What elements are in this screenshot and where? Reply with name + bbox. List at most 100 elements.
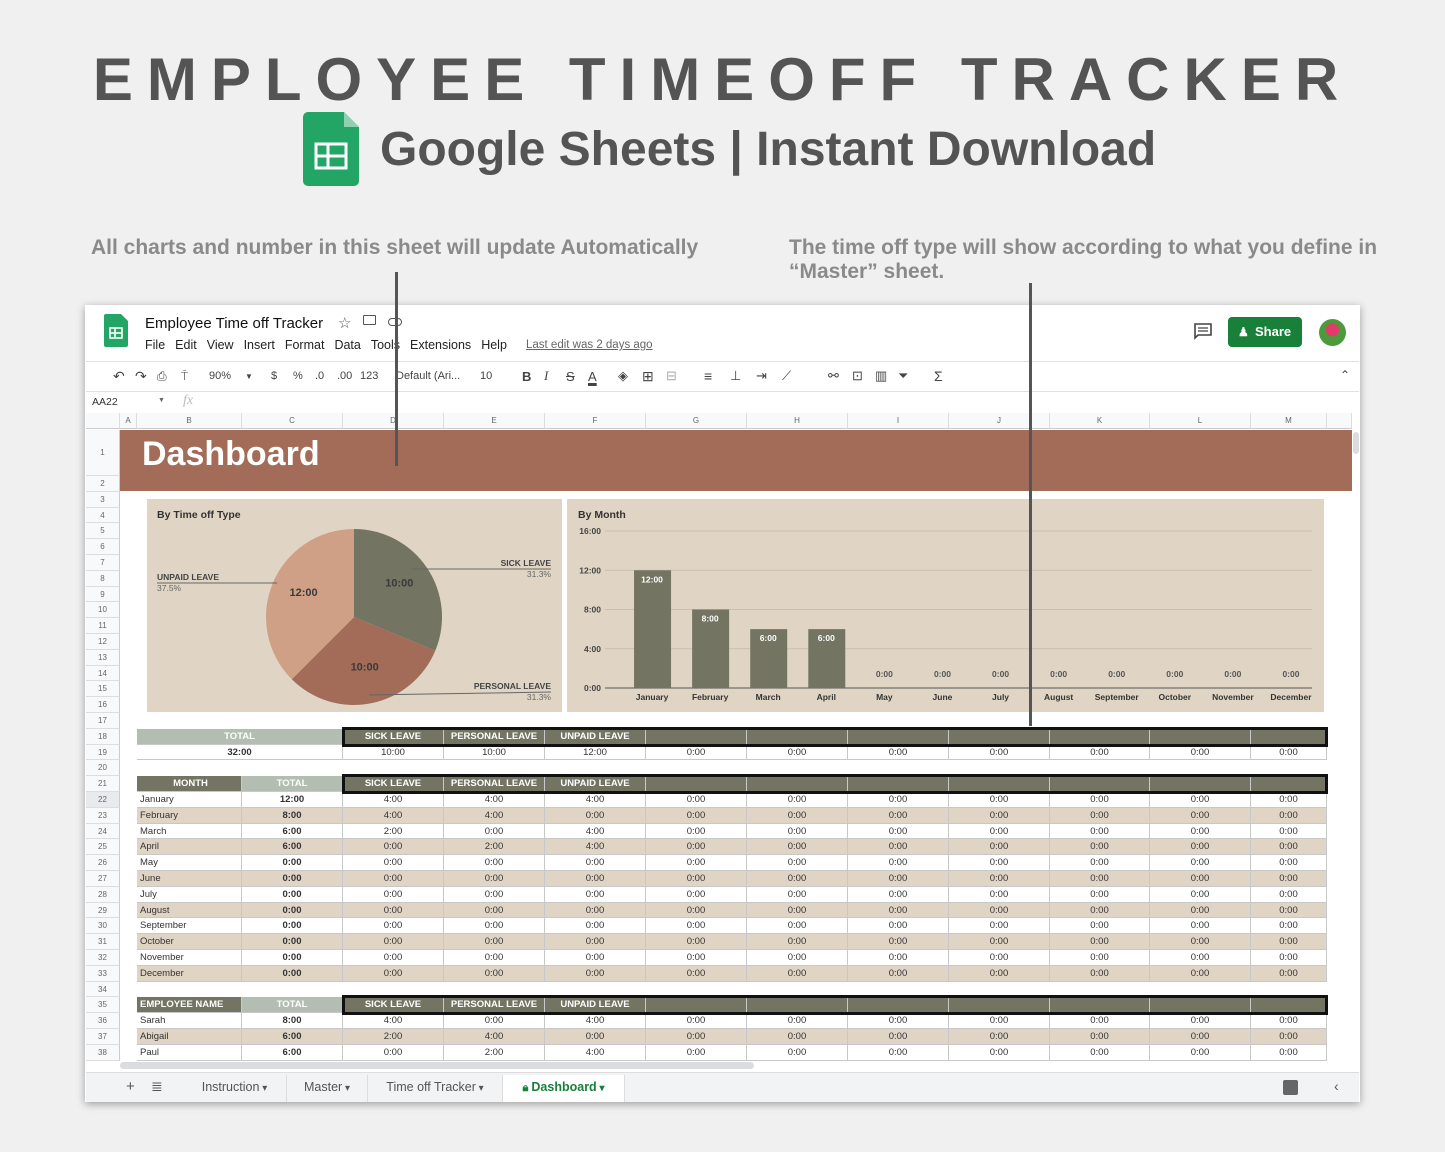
row-value[interactable]: 0:00 (646, 807, 747, 824)
more-formats-button[interactable]: 123 (360, 370, 379, 382)
row-total[interactable]: 8:00 (242, 807, 343, 824)
percent-button[interactable]: % (293, 370, 303, 382)
column-header-D[interactable]: D (343, 413, 444, 429)
row-value[interactable]: 0:00 (747, 871, 848, 887)
type-total[interactable]: 0:00 (1251, 744, 1327, 761)
formula-input[interactable] (212, 393, 1352, 411)
row-header-3[interactable]: 3 (86, 491, 120, 508)
column-header-B[interactable]: B (137, 413, 242, 429)
row-value[interactable]: 0:00 (1050, 823, 1150, 840)
row-name[interactable]: April (137, 839, 242, 856)
column-header-I[interactable]: I (848, 413, 949, 429)
chevron-down-icon[interactable]: ▾ (259, 1083, 268, 1094)
row-value[interactable]: 0:00 (545, 886, 646, 903)
row-header-8[interactable]: 8 (86, 570, 120, 587)
row-header-4[interactable]: 4 (86, 507, 120, 524)
row-value[interactable]: 0:00 (848, 886, 949, 903)
row-value[interactable]: 0:00 (1050, 965, 1150, 982)
paint-format-icon[interactable]: ⍑ (181, 368, 189, 383)
row-value[interactable]: 0:00 (545, 934, 646, 950)
row-value[interactable]: 4:00 (343, 792, 444, 808)
row-value[interactable]: 0:00 (444, 918, 545, 935)
column-header-M[interactable]: M (1251, 413, 1327, 429)
row-value[interactable]: 0:00 (646, 950, 747, 966)
row-total[interactable]: 0:00 (242, 918, 343, 935)
borders-icon[interactable]: ⊞ (642, 367, 654, 384)
row-value[interactable]: 0:00 (1050, 792, 1150, 808)
row-value[interactable]: 0:00 (848, 792, 949, 808)
row-header-33[interactable]: 33 (86, 965, 120, 982)
row-value[interactable]: 0:00 (343, 965, 444, 982)
sidebar-toggle-icon[interactable]: ‹ (1334, 1078, 1339, 1094)
row-value[interactable]: 0:00 (444, 950, 545, 966)
row-value[interactable]: 4:00 (545, 823, 646, 840)
row-value[interactable]: 0:00 (1150, 1013, 1251, 1029)
column-header-L[interactable]: L (1150, 413, 1251, 429)
row-value[interactable]: 4:00 (444, 792, 545, 808)
row-header-6[interactable]: 6 (86, 539, 120, 555)
row-name[interactable]: Sarah (137, 1013, 242, 1029)
row-header-5[interactable]: 5 (86, 523, 120, 540)
type-total[interactable]: 0:00 (949, 744, 1050, 761)
zoom-select[interactable]: 90% (209, 370, 232, 382)
row-value[interactable]: 0:00 (1251, 950, 1327, 966)
row-value[interactable]: 0:00 (343, 918, 444, 935)
row-value[interactable]: 0:00 (1150, 934, 1251, 950)
row-value[interactable]: 0:00 (848, 807, 949, 824)
row-value[interactable]: 0:00 (1150, 871, 1251, 887)
comment-icon[interactable] (1194, 323, 1212, 340)
menu-view[interactable]: View (206, 338, 234, 352)
row-value[interactable]: 0:00 (747, 792, 848, 808)
type-total[interactable]: 10:00 (444, 744, 545, 761)
row-total[interactable]: 0:00 (242, 902, 343, 919)
row-value[interactable]: 0:00 (848, 871, 949, 887)
grand-total[interactable]: 32:00 (137, 744, 343, 761)
row-value[interactable]: 0:00 (747, 839, 848, 856)
row-header-2[interactable]: 2 (86, 476, 120, 492)
row-value[interactable]: 0:00 (1150, 918, 1251, 935)
row-total[interactable]: 6:00 (242, 823, 343, 840)
row-header-22[interactable]: 22 (86, 792, 120, 808)
row-value[interactable]: 0:00 (646, 902, 747, 919)
row-total[interactable]: 12:00 (242, 792, 343, 808)
bold-button[interactable]: B (522, 368, 532, 384)
row-value[interactable]: 0:00 (343, 950, 444, 966)
currency-button[interactable]: $ (271, 370, 278, 382)
row-value[interactable]: 0:00 (1050, 839, 1150, 856)
strikethrough-button[interactable]: S (566, 368, 575, 384)
row-value[interactable]: 0:00 (949, 902, 1050, 919)
row-value[interactable]: 0:00 (1150, 902, 1251, 919)
row-total[interactable]: 0:00 (242, 855, 343, 871)
filter-icon[interactable]: ⏷ (898, 368, 909, 383)
row-value[interactable]: 0:00 (747, 823, 848, 840)
row-value[interactable]: 0:00 (949, 871, 1050, 887)
row-value[interactable]: 0:00 (747, 1013, 848, 1029)
text-wrap-icon[interactable]: ⇥ (756, 368, 767, 383)
row-value[interactable]: 0:00 (444, 902, 545, 919)
row-value[interactable]: 0:00 (545, 950, 646, 966)
row-value[interactable]: 0:00 (1251, 886, 1327, 903)
row-value[interactable]: 0:00 (747, 950, 848, 966)
row-value[interactable]: 0:00 (949, 807, 1050, 824)
row-value[interactable]: 0:00 (747, 902, 848, 919)
row-name[interactable]: May (137, 855, 242, 871)
row-value[interactable]: 0:00 (444, 934, 545, 950)
row-total[interactable]: 6:00 (242, 839, 343, 856)
row-total[interactable]: 0:00 (242, 950, 343, 966)
row-name[interactable]: November (137, 950, 242, 966)
row-value[interactable]: 0:00 (848, 1044, 949, 1061)
print-icon[interactable]: ⎙ (157, 368, 167, 383)
row-value[interactable]: 4:00 (444, 1029, 545, 1045)
row-value[interactable]: 0:00 (545, 965, 646, 982)
row-header-17[interactable]: 17 (86, 713, 120, 729)
redo-icon[interactable]: ↷ (135, 367, 147, 384)
row-value[interactable]: 0:00 (545, 902, 646, 919)
row-value[interactable]: 0:00 (1150, 950, 1251, 966)
row-value[interactable]: 0:00 (949, 1044, 1050, 1061)
row-value[interactable]: 0:00 (545, 855, 646, 871)
row-value[interactable]: 0:00 (848, 1029, 949, 1045)
tab-instruction[interactable]: Instruction ▾ (183, 1075, 287, 1102)
row-total[interactable]: 0:00 (242, 934, 343, 950)
row-value[interactable]: 0:00 (1150, 792, 1251, 808)
row-value[interactable]: 0:00 (1251, 855, 1327, 871)
